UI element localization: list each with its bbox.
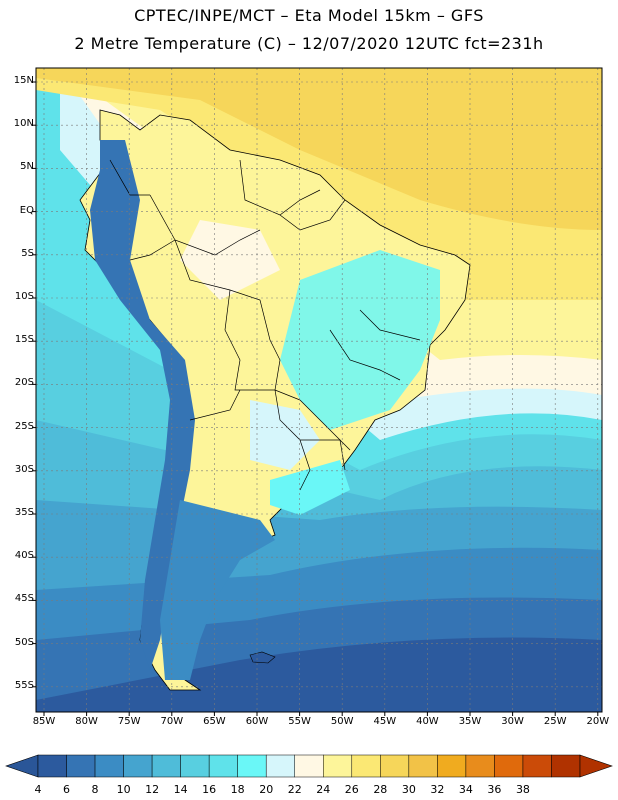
colorbar-swatch <box>265 754 295 778</box>
colorbar-label: 14 <box>173 783 188 796</box>
latitude-label: 45S <box>14 593 34 605</box>
colorbar-swatch <box>551 754 581 778</box>
colorbar-swatch <box>151 754 181 778</box>
colorbar-label: 28 <box>373 783 388 796</box>
map-title-line-2: 2 Metre Temperature (C) – 12/07/2020 12U… <box>74 34 544 53</box>
colorbar-label: 30 <box>401 783 416 796</box>
colorbar-swatch <box>522 754 552 778</box>
longitude-label: 35W <box>458 716 482 727</box>
latitude-label: 15S <box>14 334 34 346</box>
latitude-label: 10N <box>13 118 34 130</box>
colorbar-swatch <box>323 754 353 778</box>
latitude-label: 25S <box>14 420 34 432</box>
colorbar-swatch <box>465 754 495 778</box>
colorbar-swatch <box>294 754 324 778</box>
map-title-line-1: CPTEC/INPE/MCT – Eta Model 15km – GFS <box>134 6 484 25</box>
latitude-label: 5N <box>20 161 34 173</box>
colorbar-swatch <box>94 754 124 778</box>
colorbar-label: 18 <box>230 783 245 796</box>
longitude-label: 80W <box>75 716 98 727</box>
colorbar-label: 34 <box>458 783 473 796</box>
colorbar-swatch <box>408 754 438 778</box>
colorbar-swatch <box>437 754 467 778</box>
latitude-label: 50S <box>14 636 34 648</box>
latitude-label: 15N <box>13 75 34 86</box>
longitude-label: 70W <box>160 716 184 727</box>
longitude-label: 25W <box>543 716 567 727</box>
colorbar-label: 4 <box>34 783 42 796</box>
map-grid <box>36 68 602 712</box>
colorbar-label: 38 <box>515 783 530 796</box>
colorbar-swatch <box>237 754 267 778</box>
latitude-label: 20S <box>14 377 34 389</box>
latitude-label: 40S <box>14 550 34 562</box>
longitude-label: 20W <box>586 716 610 727</box>
longitude-label: 60W <box>245 716 269 727</box>
latitude-label: 30S <box>14 463 34 475</box>
colorbar-label: 22 <box>287 783 302 796</box>
colorbar-swatch <box>123 754 153 778</box>
colorbar-label: 12 <box>145 783 160 796</box>
latitude-label: 55S <box>14 679 34 691</box>
colorbar-swatch <box>37 754 67 778</box>
map-frame <box>35 67 603 713</box>
longitude-label: 65W <box>203 716 226 727</box>
latitude-label: 35S <box>14 507 34 518</box>
colorbar-label: 8 <box>91 783 99 796</box>
colorbar-label: 32 <box>430 783 445 796</box>
colorbar-label: 20 <box>259 783 274 796</box>
colorbar-label: 10 <box>116 783 131 796</box>
longitude-label: 75W <box>117 716 141 727</box>
colorbar-label: 36 <box>487 783 502 796</box>
longitude-label: 85W <box>32 716 56 727</box>
colorbar-swatch <box>351 754 381 778</box>
colorbar-label: 16 <box>202 783 217 796</box>
colorbar-label: 24 <box>316 783 331 796</box>
colorbar-swatch <box>494 754 524 778</box>
longitude-label: 40W <box>416 716 439 727</box>
latitude-label: 5S <box>21 247 34 259</box>
colorbar-right-arrow <box>579 754 613 778</box>
longitude-label: 50W <box>330 716 354 727</box>
latitude-label: EQ <box>19 204 34 216</box>
country-borders <box>109 159 421 491</box>
axis-ticks <box>32 81 599 716</box>
colorbar-swatch <box>208 754 238 778</box>
colorbar-swatch <box>380 754 410 778</box>
longitude-label: 55W <box>288 716 311 727</box>
longitude-label: 45W <box>373 716 397 727</box>
longitude-label: 30W <box>501 716 524 727</box>
colorbar-swatch <box>66 754 96 778</box>
colorbar-swatch <box>180 754 210 778</box>
latitude-label: 10S <box>14 291 34 302</box>
colorbar-left-arrow <box>5 754 39 778</box>
colorbar-label: 26 <box>344 783 359 796</box>
colorbar-label: 6 <box>63 783 71 796</box>
